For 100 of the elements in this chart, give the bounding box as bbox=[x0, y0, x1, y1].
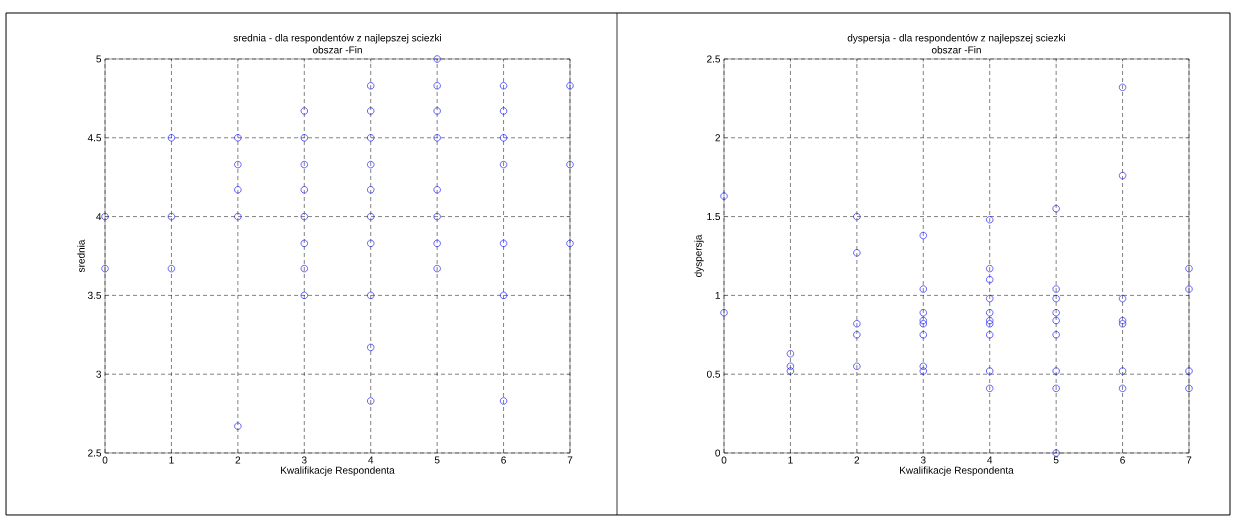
point bbox=[919, 317, 927, 325]
point bbox=[367, 134, 375, 142]
point bbox=[499, 239, 508, 247]
x-tick-label: 3 bbox=[920, 456, 926, 464]
x-tick-label: 0 bbox=[721, 456, 727, 464]
point bbox=[499, 134, 508, 142]
point bbox=[1052, 384, 1060, 392]
point bbox=[566, 160, 574, 169]
y-tick-label: 2.5 bbox=[88, 449, 102, 457]
point bbox=[986, 331, 994, 339]
point bbox=[300, 160, 308, 169]
point bbox=[234, 134, 242, 142]
point bbox=[433, 107, 441, 115]
point bbox=[367, 212, 375, 221]
y-tick-label: 1.5 bbox=[707, 213, 721, 221]
x-tick-label: 1 bbox=[169, 456, 174, 464]
point bbox=[1185, 265, 1193, 273]
point bbox=[367, 107, 375, 115]
point bbox=[300, 291, 308, 299]
point bbox=[720, 192, 728, 200]
point bbox=[1052, 317, 1060, 325]
point bbox=[234, 212, 242, 221]
point bbox=[1052, 367, 1060, 375]
x-axis-title: Kwalifikacje Respondenta bbox=[281, 466, 395, 476]
point bbox=[786, 367, 795, 375]
point bbox=[499, 397, 508, 405]
y-tick-label: 3 bbox=[96, 370, 102, 378]
point bbox=[433, 82, 441, 90]
point bbox=[786, 350, 795, 358]
point bbox=[367, 291, 375, 299]
chart-title: srednia - dla respondentów z najlepszej sciezki bbox=[233, 33, 442, 44]
y-tick-label: 2 bbox=[715, 134, 720, 142]
point bbox=[566, 82, 574, 90]
y-tick-label: 3.5 bbox=[87, 291, 102, 299]
point bbox=[300, 239, 308, 247]
point bbox=[433, 265, 441, 273]
point bbox=[300, 212, 308, 221]
point bbox=[499, 107, 508, 115]
point bbox=[1052, 449, 1060, 457]
point bbox=[1185, 367, 1193, 375]
point bbox=[1185, 285, 1193, 293]
y-axis-title: dyspersja bbox=[694, 234, 704, 277]
x-tick-label: 2 bbox=[854, 456, 860, 464]
x-tick-label: 2 bbox=[235, 456, 241, 464]
point bbox=[919, 331, 927, 339]
point bbox=[433, 186, 441, 194]
point bbox=[853, 212, 861, 221]
point bbox=[234, 186, 242, 194]
y-tick-label: 1 bbox=[715, 291, 720, 299]
x-tick-label: 7 bbox=[1186, 456, 1192, 464]
point bbox=[300, 134, 308, 142]
point bbox=[367, 160, 375, 169]
point bbox=[919, 231, 927, 240]
point bbox=[853, 249, 861, 257]
point bbox=[101, 212, 109, 221]
point bbox=[1118, 172, 1127, 180]
point bbox=[433, 239, 441, 247]
x-tick-label: 7 bbox=[567, 456, 573, 464]
point bbox=[986, 265, 994, 273]
point bbox=[986, 309, 994, 317]
x-tick-label: 4 bbox=[368, 456, 374, 464]
point bbox=[367, 82, 375, 90]
point bbox=[367, 239, 375, 247]
point bbox=[720, 309, 728, 317]
point bbox=[853, 362, 861, 370]
y-tick-label: 4 bbox=[96, 213, 102, 221]
point bbox=[986, 216, 994, 224]
point bbox=[1052, 285, 1060, 293]
point bbox=[1185, 384, 1193, 392]
point bbox=[167, 212, 176, 221]
y-tick-label: 0 bbox=[715, 449, 721, 457]
point bbox=[786, 362, 795, 370]
point bbox=[986, 276, 994, 284]
point bbox=[433, 55, 441, 63]
point bbox=[300, 265, 308, 273]
x-tick-label: 5 bbox=[434, 456, 440, 464]
point bbox=[234, 160, 242, 169]
point bbox=[300, 107, 308, 115]
point bbox=[1118, 294, 1127, 303]
x-tick-label: 6 bbox=[1120, 456, 1125, 464]
chart-title: dyspersja - dla respondentów z najlepszej sciezki bbox=[847, 33, 1066, 44]
point bbox=[300, 186, 308, 194]
x-tick-label: 6 bbox=[501, 456, 506, 464]
point bbox=[1118, 317, 1127, 325]
x-tick-label: 5 bbox=[1053, 456, 1059, 464]
point bbox=[234, 422, 242, 430]
point bbox=[853, 320, 861, 328]
point bbox=[1118, 367, 1127, 375]
point bbox=[566, 239, 574, 247]
y-tick-label: 5 bbox=[96, 55, 102, 63]
x-tick-label: 1 bbox=[788, 456, 793, 464]
point bbox=[919, 367, 927, 375]
x-tick-label: 3 bbox=[301, 456, 307, 464]
point bbox=[367, 186, 375, 194]
point bbox=[1118, 83, 1127, 91]
x-tick-label: 4 bbox=[987, 456, 993, 464]
point bbox=[499, 291, 508, 299]
x-tick-label: 0 bbox=[102, 456, 108, 464]
point bbox=[1052, 331, 1060, 339]
point bbox=[986, 367, 994, 375]
